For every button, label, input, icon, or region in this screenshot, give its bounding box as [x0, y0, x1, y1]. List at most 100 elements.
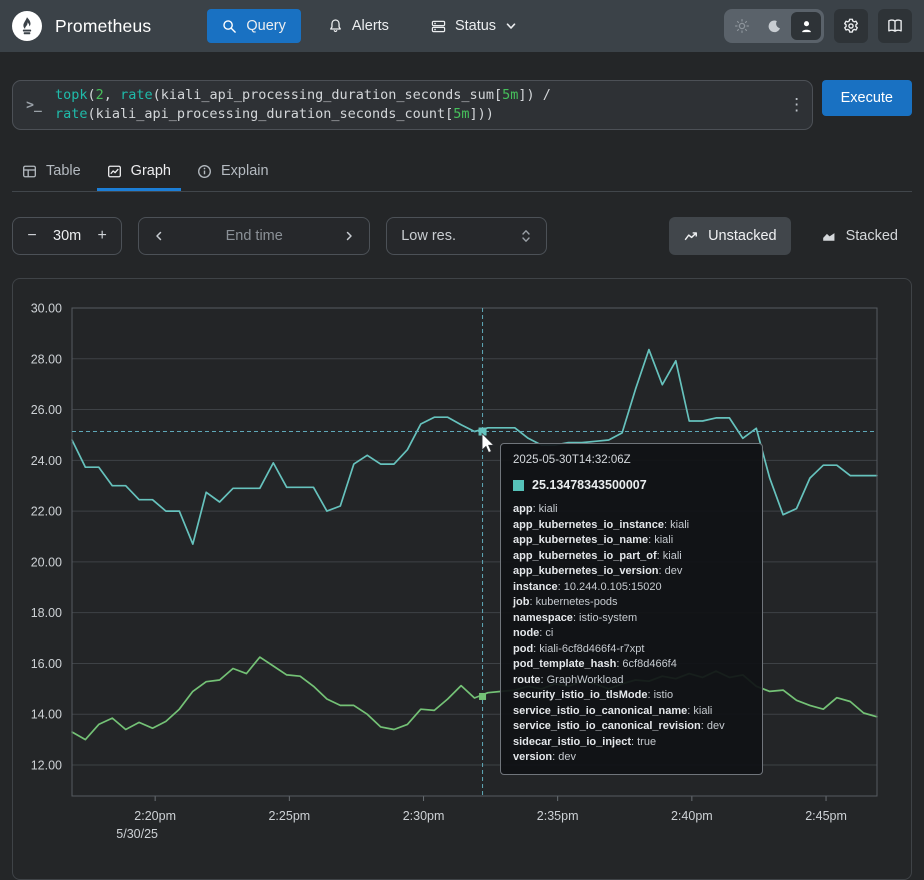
- line-chart-icon: [684, 231, 698, 240]
- theme-light-button[interactable]: [727, 12, 757, 40]
- chevron-right-icon: [346, 231, 352, 241]
- tooltip-label-row: version: dev: [513, 751, 576, 763]
- graph-panel: 12.00 14.00 16.00 18.00 20.00 22.00 24.00 26.00…: [12, 278, 912, 880]
- query-editor[interactable]: >_ topk(2, rate(kiali_api_processing_dur…: [12, 80, 813, 130]
- theme-dark-button[interactable]: [759, 12, 789, 40]
- tooltip-label-row: security_istio_io_tlsMode: istio: [513, 689, 674, 701]
- hover-point-teal: [478, 427, 487, 436]
- tooltip-label-row: service_istio_io_canonical_name: kiali: [513, 704, 713, 717]
- panel-tabs: Table Graph Explain: [12, 156, 912, 192]
- tab-graph[interactable]: Graph: [96, 156, 181, 191]
- graph-controls: − 30m + End time Low res.: [12, 217, 912, 255]
- tooltip-label-row: job: kubernetes-pods: [513, 596, 618, 608]
- range-decrease-button[interactable]: −: [19, 221, 45, 251]
- tooltip-label-row: app: kiali: [513, 503, 558, 515]
- tooltip-label-row: app_kubernetes_io_version: dev: [513, 565, 683, 577]
- nav-status-button[interactable]: Status: [416, 9, 532, 43]
- query-row: >_ topk(2, rate(kiali_api_processing_dur…: [12, 80, 912, 130]
- nav-status-label: Status: [454, 18, 497, 34]
- y-axis-label: 18.00: [31, 606, 62, 620]
- stacked-label: Stacked: [845, 228, 898, 244]
- settings-button[interactable]: [834, 9, 868, 43]
- range-stepper: − 30m +: [12, 217, 123, 255]
- search-icon: [223, 19, 237, 33]
- area-chart-icon: [822, 232, 835, 241]
- tooltip-label-row: instance: 10.244.0.105:15020: [513, 580, 662, 593]
- nav-query-label: Query: [246, 18, 286, 34]
- prometheus-logo: [12, 11, 42, 41]
- resolution-value: Low res.: [401, 228, 457, 244]
- mouse-cursor: [481, 432, 495, 454]
- unstacked-label: Unstacked: [708, 228, 777, 244]
- series-color-swatch: [513, 479, 524, 491]
- nav-alerts-button[interactable]: Alerts: [313, 9, 404, 43]
- y-axis-label: 28.00: [31, 352, 62, 366]
- tooltip-value-row: 25.13478343500007: [513, 478, 750, 494]
- tooltip-label-row: service_istio_io_canonical_revision: dev: [513, 720, 725, 732]
- y-axis-label: 24.00: [31, 454, 62, 468]
- x-axis-label: 2:30pm: [403, 809, 445, 823]
- bell-icon: [329, 19, 341, 33]
- x-axis-label: 2:40pm: [671, 809, 713, 823]
- tooltip-label-row: app_kubernetes_io_part_of: kiali: [513, 549, 682, 562]
- select-updown-icon: [522, 230, 530, 242]
- info-circle-icon: [198, 164, 211, 178]
- graph-canvas[interactable]: 12.00 14.00 16.00 18.00 20.00 22.00 24.00 26.00…: [13, 279, 916, 839]
- chevron-down-icon: [506, 23, 516, 29]
- tooltip-labels: app: kiali app_kubernetes_io_instance: ki…: [513, 502, 750, 766]
- tooltip-label-row: namespace: istio-system: [513, 611, 638, 624]
- range-value[interactable]: 30m: [53, 228, 82, 244]
- query-code-line: rate(kiali_api_processing_duration_secon…: [55, 106, 494, 122]
- end-time-input[interactable]: End time: [225, 228, 283, 244]
- navbar: Prometheus Query Alerts Status: [0, 0, 924, 52]
- y-axis-label: 14.00: [31, 708, 62, 722]
- tooltip-label-row: app_kubernetes_io_name: kiali: [513, 534, 674, 546]
- tooltip-label-row: app_kubernetes_io_instance: kiali: [513, 518, 690, 531]
- stacked-button[interactable]: Stacked: [807, 217, 912, 255]
- person-icon: [801, 20, 811, 32]
- app-title: Prometheus: [55, 15, 152, 36]
- y-axis-label: 22.00: [31, 505, 62, 519]
- tooltip-label-row: route: GraphWorkload: [513, 673, 624, 686]
- y-axis-label: 30.00: [31, 302, 62, 316]
- hover-point-green: [479, 692, 487, 700]
- unstacked-button[interactable]: Unstacked: [669, 217, 791, 255]
- end-time-picker[interactable]: End time: [138, 217, 371, 255]
- gear-icon: [844, 18, 858, 33]
- tab-explain[interactable]: Explain: [187, 156, 279, 191]
- y-axis-label: 20.00: [31, 555, 62, 569]
- y-axis-label: 26.00: [31, 403, 62, 417]
- x-axis-label: 2:35pm: [537, 809, 579, 823]
- table-icon: [23, 165, 36, 177]
- tab-graph-label: Graph: [130, 163, 171, 179]
- query-code-line: topk(2, rate(kiali_api_processing_durati…: [55, 87, 551, 103]
- tab-explain-label: Explain: [220, 163, 269, 179]
- book-icon: [888, 19, 902, 32]
- x-axis-label: 2:45pm: [805, 809, 847, 823]
- tooltip-label-row: pod: kiali-6cf8d466f4-r7xpt: [513, 642, 645, 655]
- y-axis-label: 16.00: [31, 657, 62, 671]
- tooltip-timestamp: 2025-05-30T14:32:06Z: [513, 454, 631, 466]
- x-axis-date-label: 5/30/25: [116, 827, 158, 839]
- query-expression-input[interactable]: topk(2, rate(kiali_api_processing_durati…: [55, 81, 782, 129]
- plot-border: [71, 307, 878, 797]
- terminal-prompt-icon: >_: [26, 97, 42, 113]
- resolution-select[interactable]: Low res.: [386, 217, 548, 255]
- moon-icon: [768, 20, 780, 32]
- theme-system-button[interactable]: [791, 12, 821, 40]
- docs-button[interactable]: [878, 9, 912, 43]
- navbar-right-group: [724, 9, 912, 43]
- editor-menu-button[interactable]: ⋮: [782, 94, 812, 116]
- torch-flame-icon: [22, 17, 32, 35]
- main-content: >_ topk(2, rate(kiali_api_processing_dur…: [0, 80, 924, 880]
- execute-button[interactable]: Execute: [821, 80, 912, 116]
- range-increase-button[interactable]: +: [89, 221, 115, 251]
- end-time-back-button[interactable]: [151, 230, 167, 242]
- tooltip-value: 25.13478343500007: [532, 477, 647, 492]
- tab-table[interactable]: Table: [12, 156, 91, 191]
- theme-segmented-control: [724, 9, 824, 43]
- nav-query-button[interactable]: Query: [207, 9, 301, 43]
- nav-alerts-label: Alerts: [351, 18, 389, 34]
- end-time-forward-button[interactable]: [341, 230, 357, 242]
- tooltip-label-row: sidecar_istio_io_inject: true: [513, 735, 657, 748]
